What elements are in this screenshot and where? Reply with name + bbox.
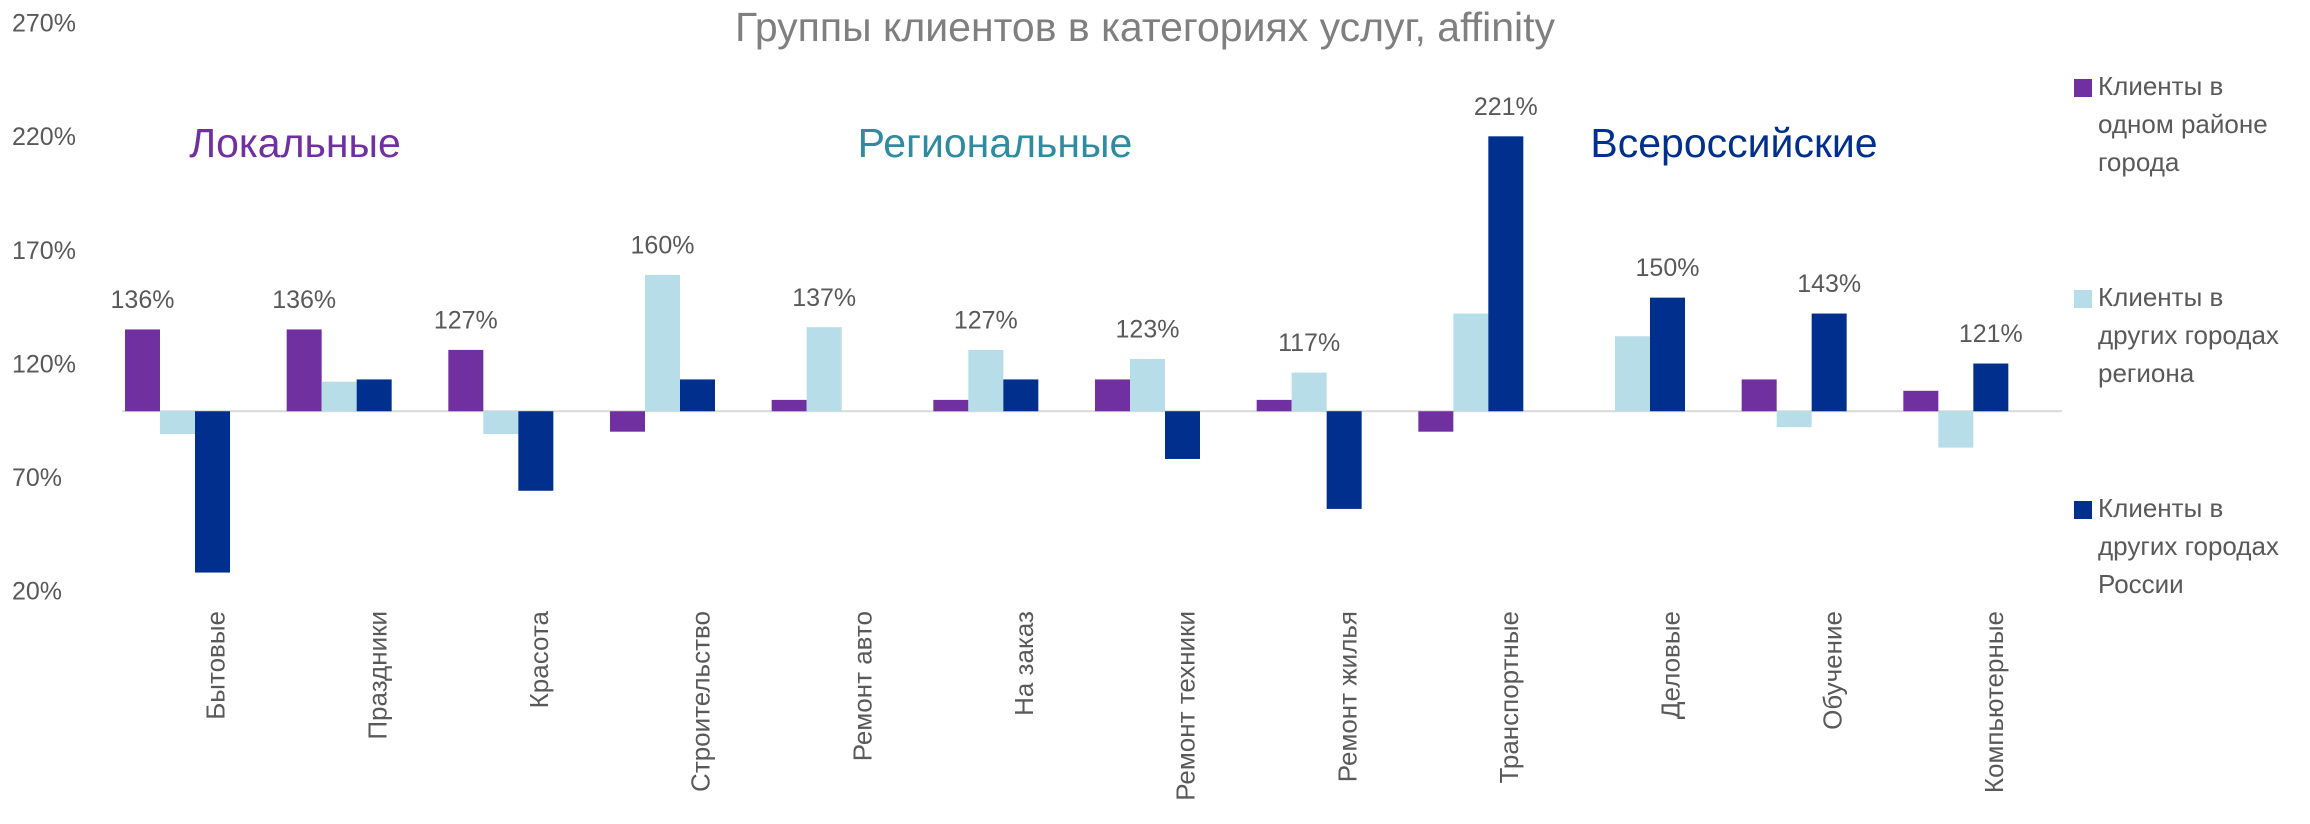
bar: [1453, 313, 1489, 412]
bar: [680, 379, 715, 412]
x-tick-label: Бытовые: [201, 611, 231, 720]
data-label: 136%: [111, 286, 175, 314]
legend-swatch: [2074, 79, 2092, 97]
data-label: 137%: [792, 284, 856, 312]
bar: [286, 329, 322, 412]
legend-label: Клиенты в других городах региона: [2098, 282, 2279, 388]
bar: [1811, 313, 1847, 412]
bar: [448, 349, 484, 412]
bar: [1291, 372, 1327, 412]
bar: [356, 379, 392, 412]
x-tick-label: Строительство: [686, 611, 716, 792]
bar: [968, 349, 1004, 412]
bar: [933, 399, 969, 412]
data-label: 221%: [1474, 93, 1538, 121]
legend-swatch: [2074, 290, 2092, 308]
data-label: 127%: [954, 307, 1018, 335]
bar: [610, 411, 645, 432]
bar: [1326, 411, 1362, 509]
bar: [1615, 336, 1650, 412]
x-tick-label: Праздники: [362, 611, 392, 740]
data-label: 127%: [434, 307, 498, 335]
bar: [518, 411, 554, 491]
legend-item: Клиенты в других городах России: [2074, 493, 2279, 599]
bar: [1095, 379, 1130, 412]
bar: [321, 381, 357, 412]
annotation: Всероссийские: [1590, 120, 1877, 166]
x-tick-label: Ремонт техники: [1171, 611, 1201, 801]
y-tick-label: 220%: [12, 123, 76, 151]
bar: [1256, 399, 1292, 412]
y-tick-label: 20%: [12, 578, 62, 606]
x-tick-label: Деловые: [1656, 611, 1686, 719]
annotation: Региональные: [858, 120, 1133, 166]
bar: [1130, 358, 1165, 412]
y-tick-label: 170%: [12, 237, 76, 265]
bar: [645, 274, 680, 412]
bar: [1938, 411, 1974, 448]
legend-item: Клиенты в одном районе города: [2074, 71, 2268, 177]
bar: [1741, 379, 1777, 412]
x-tick-label: Обучение: [1817, 611, 1847, 730]
bar: [1650, 297, 1685, 412]
bar: [1165, 411, 1200, 459]
x-tick-label: На заказ: [1009, 611, 1039, 716]
legend-label: Клиенты в других городах России: [2098, 493, 2279, 599]
bar: [771, 399, 807, 412]
bar: [160, 411, 195, 434]
legend-item: Клиенты в других городах региона: [2074, 282, 2279, 388]
y-tick-label: 70%: [12, 464, 62, 492]
bar: [1973, 363, 2009, 412]
chart-title: Группы клиентов в категориях услуг, affi…: [735, 4, 1556, 50]
data-label: 143%: [1797, 270, 1861, 298]
annotation: Локальные: [189, 120, 401, 166]
x-tick-label: Компьютерные: [1979, 611, 2009, 793]
bar: [1776, 411, 1812, 428]
data-label: 150%: [1636, 254, 1700, 282]
bar: [195, 411, 230, 573]
bar: [483, 411, 519, 434]
x-tick-label: Красота: [524, 610, 554, 708]
data-label: 117%: [1278, 329, 1340, 357]
bar: [125, 329, 160, 412]
bar: [1488, 136, 1524, 412]
bar: [1418, 411, 1454, 432]
bar: [806, 327, 842, 412]
x-tick-label: Транспортные: [1494, 611, 1524, 784]
x-tick-label: Ремонт авто: [847, 611, 877, 761]
x-tick-label: Ремонт жилья: [1332, 611, 1362, 782]
data-label: 121%: [1959, 320, 2023, 348]
y-tick-label: 270%: [12, 10, 76, 38]
legend-label: Клиенты в одном районе города: [2098, 71, 2268, 177]
y-tick-label: 120%: [12, 350, 76, 378]
legend-swatch: [2074, 501, 2092, 519]
data-label: 160%: [631, 232, 695, 260]
bar: [1003, 379, 1039, 412]
bar: [1903, 390, 1939, 412]
data-label: 123%: [1116, 316, 1180, 344]
data-label: 136%: [272, 286, 336, 314]
